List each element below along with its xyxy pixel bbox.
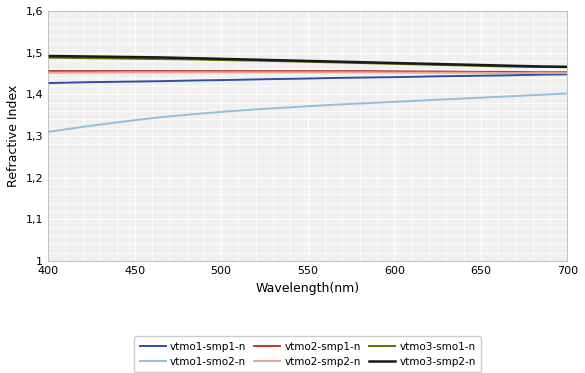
vtmo1-smo2-n [450, 97, 457, 101]
vtmo2-smp2-n [402, 70, 409, 75]
vtmo3-smp2-n [564, 65, 571, 69]
vtmo3-smp2-n [44, 54, 51, 58]
Line: vtmo1-smo2-n: vtmo1-smo2-n [48, 94, 567, 132]
vtmo3-smo1-n [450, 63, 457, 68]
vtmo3-smp2-n [98, 54, 105, 59]
vtmo2-smp1-n [529, 70, 536, 75]
vtmo2-smp1-n [564, 70, 571, 75]
vtmo3-smp2-n [254, 57, 261, 62]
vtmo1-smo2-n [44, 129, 51, 134]
vtmo1-smp1-n [401, 75, 408, 79]
vtmo3-smp2-n [450, 62, 457, 67]
vtmo1-smo2-n [401, 99, 408, 104]
vtmo2-smp2-n [450, 70, 457, 75]
vtmo1-smp1-n [450, 74, 457, 78]
Y-axis label: Refractive Index: Refractive Index [7, 85, 20, 187]
vtmo3-smp2-n [459, 62, 466, 67]
vtmo3-smo1-n [44, 56, 51, 60]
vtmo1-smp1-n [459, 74, 466, 78]
vtmo1-smo2-n [564, 91, 571, 96]
vtmo2-smp2-n [495, 71, 502, 75]
vtmo2-smp2-n [274, 70, 281, 75]
vtmo2-smp2-n [44, 70, 51, 75]
vtmo1-smo2-n [254, 107, 261, 112]
vtmo3-smo1-n [273, 59, 280, 63]
vtmo2-smp1-n [273, 69, 280, 73]
Line: vtmo1-smp1-n: vtmo1-smp1-n [48, 74, 567, 83]
vtmo1-smp1-n [273, 77, 280, 81]
vtmo1-smp1-n [98, 80, 105, 84]
Line: vtmo2-smp1-n: vtmo2-smp1-n [48, 71, 567, 72]
vtmo3-smo1-n [254, 59, 261, 63]
vtmo2-smp2-n [255, 70, 262, 75]
Line: vtmo2-smp2-n: vtmo2-smp2-n [48, 72, 567, 73]
vtmo3-smp2-n [401, 61, 408, 66]
vtmo1-smp1-n [254, 77, 261, 82]
vtmo2-smp1-n [98, 69, 105, 73]
vtmo3-smo1-n [564, 65, 571, 69]
vtmo2-smp1-n [450, 69, 457, 74]
vtmo2-smp1-n [459, 69, 466, 74]
vtmo1-smo2-n [98, 122, 105, 127]
X-axis label: Wavelength(nm): Wavelength(nm) [256, 282, 360, 295]
vtmo2-smp2-n [114, 70, 121, 75]
vtmo2-smp1-n [44, 69, 51, 73]
Line: vtmo3-smo1-n: vtmo3-smo1-n [48, 58, 567, 67]
vtmo1-smp1-n [564, 72, 571, 76]
vtmo1-smo2-n [459, 96, 466, 101]
vtmo2-smp2-n [459, 70, 466, 75]
vtmo3-smp2-n [273, 58, 280, 62]
vtmo3-smo1-n [401, 62, 408, 66]
vtmo1-smp1-n [44, 81, 51, 85]
vtmo3-smo1-n [98, 56, 105, 60]
vtmo1-smo2-n [273, 106, 280, 110]
vtmo2-smp2-n [98, 70, 105, 75]
vtmo3-smo1-n [459, 63, 466, 68]
vtmo2-smp1-n [401, 69, 408, 73]
Line: vtmo3-smp2-n: vtmo3-smp2-n [48, 56, 567, 67]
Legend: vtmo1-smp1-n, vtmo1-smo2-n, vtmo2-smp1-n, vtmo2-smp2-n, vtmo3-smo1-n, vtmo3-smp2: vtmo1-smp1-n, vtmo1-smo2-n, vtmo2-smp1-n… [135, 336, 481, 372]
vtmo2-smp1-n [254, 69, 261, 73]
vtmo2-smp2-n [564, 71, 571, 75]
